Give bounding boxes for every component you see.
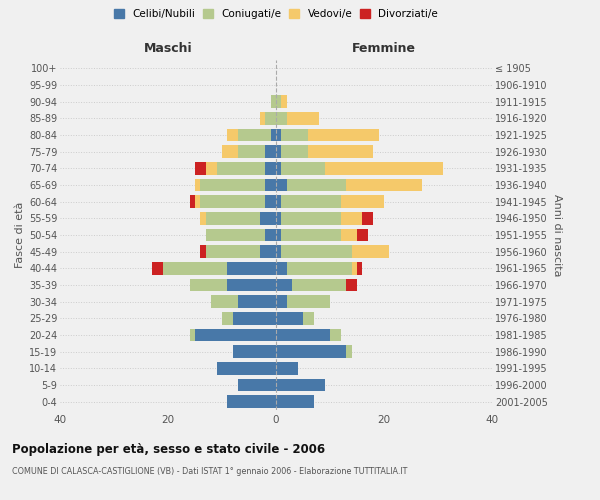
Bar xyxy=(281,212,341,224)
Bar xyxy=(276,379,325,391)
Bar xyxy=(211,296,238,308)
Bar xyxy=(206,212,260,224)
Bar xyxy=(281,129,308,141)
Legend: Celibi/Nubili, Coniugati/e, Vedovi/e, Divorziati/e: Celibi/Nubili, Coniugati/e, Vedovi/e, Di… xyxy=(110,5,442,24)
Bar xyxy=(276,312,303,324)
Y-axis label: Fasce di età: Fasce di età xyxy=(14,202,25,268)
Bar xyxy=(276,162,281,174)
Bar xyxy=(238,129,271,141)
Bar xyxy=(276,229,281,241)
Bar xyxy=(330,329,341,341)
Bar xyxy=(276,212,281,224)
Bar xyxy=(227,279,276,291)
Bar xyxy=(152,262,163,274)
Bar xyxy=(276,362,298,374)
Bar xyxy=(276,196,281,208)
Bar xyxy=(265,229,276,241)
Bar xyxy=(276,329,330,341)
Bar xyxy=(346,279,357,291)
Bar xyxy=(265,196,276,208)
Bar xyxy=(227,262,276,274)
Bar xyxy=(341,196,384,208)
Bar xyxy=(195,179,200,192)
Bar xyxy=(325,162,443,174)
Text: Popolazione per età, sesso e stato civile - 2006: Popolazione per età, sesso e stato civil… xyxy=(12,442,325,456)
Bar xyxy=(281,196,341,208)
Bar xyxy=(206,229,265,241)
Bar xyxy=(163,262,227,274)
Bar xyxy=(341,212,362,224)
Bar xyxy=(276,96,281,108)
Bar xyxy=(265,112,276,124)
Text: COMUNE DI CALASCA-CASTIGLIONE (VB) - Dati ISTAT 1° gennaio 2006 - Elaborazione T: COMUNE DI CALASCA-CASTIGLIONE (VB) - Dat… xyxy=(12,468,407,476)
Bar xyxy=(260,212,276,224)
Text: Femmine: Femmine xyxy=(352,42,416,55)
Bar xyxy=(308,146,373,158)
Bar xyxy=(303,312,314,324)
Bar xyxy=(346,179,422,192)
Bar xyxy=(287,296,330,308)
Bar xyxy=(233,312,276,324)
Bar xyxy=(271,96,276,108)
Bar xyxy=(206,162,217,174)
Bar xyxy=(357,262,362,274)
Bar xyxy=(362,212,373,224)
Bar xyxy=(346,346,352,358)
Bar xyxy=(233,346,276,358)
Bar xyxy=(195,162,206,174)
Text: Maschi: Maschi xyxy=(143,42,193,55)
Bar xyxy=(287,179,346,192)
Bar xyxy=(281,229,341,241)
Bar xyxy=(217,362,276,374)
Bar xyxy=(276,129,281,141)
Bar xyxy=(281,246,352,258)
Bar xyxy=(276,279,292,291)
Bar xyxy=(195,196,200,208)
Bar xyxy=(352,262,357,274)
Bar xyxy=(217,162,265,174)
Bar xyxy=(222,146,238,158)
Bar xyxy=(200,196,265,208)
Bar xyxy=(238,379,276,391)
Bar xyxy=(352,246,389,258)
Bar xyxy=(341,229,357,241)
Bar xyxy=(281,146,308,158)
Bar xyxy=(287,112,319,124)
Bar xyxy=(276,346,346,358)
Bar xyxy=(238,296,276,308)
Bar xyxy=(281,162,325,174)
Bar xyxy=(190,329,195,341)
Bar xyxy=(200,179,265,192)
Bar xyxy=(260,112,265,124)
Bar xyxy=(276,246,281,258)
Bar xyxy=(292,279,346,291)
Bar xyxy=(276,296,287,308)
Bar xyxy=(308,129,379,141)
Bar xyxy=(190,279,227,291)
Bar xyxy=(276,396,314,408)
Bar xyxy=(227,396,276,408)
Y-axis label: Anni di nascita: Anni di nascita xyxy=(552,194,562,276)
Bar xyxy=(276,262,287,274)
Bar xyxy=(265,146,276,158)
Bar xyxy=(206,246,260,258)
Bar xyxy=(271,129,276,141)
Bar xyxy=(265,162,276,174)
Bar xyxy=(265,179,276,192)
Bar xyxy=(222,312,233,324)
Bar xyxy=(276,112,287,124)
Bar xyxy=(260,246,276,258)
Bar xyxy=(276,179,287,192)
Bar xyxy=(200,246,206,258)
Bar xyxy=(287,262,352,274)
Bar xyxy=(195,329,276,341)
Bar xyxy=(190,196,195,208)
Bar xyxy=(200,212,206,224)
Bar xyxy=(238,146,265,158)
Bar xyxy=(357,229,368,241)
Bar xyxy=(276,146,281,158)
Bar xyxy=(281,96,287,108)
Bar xyxy=(227,129,238,141)
